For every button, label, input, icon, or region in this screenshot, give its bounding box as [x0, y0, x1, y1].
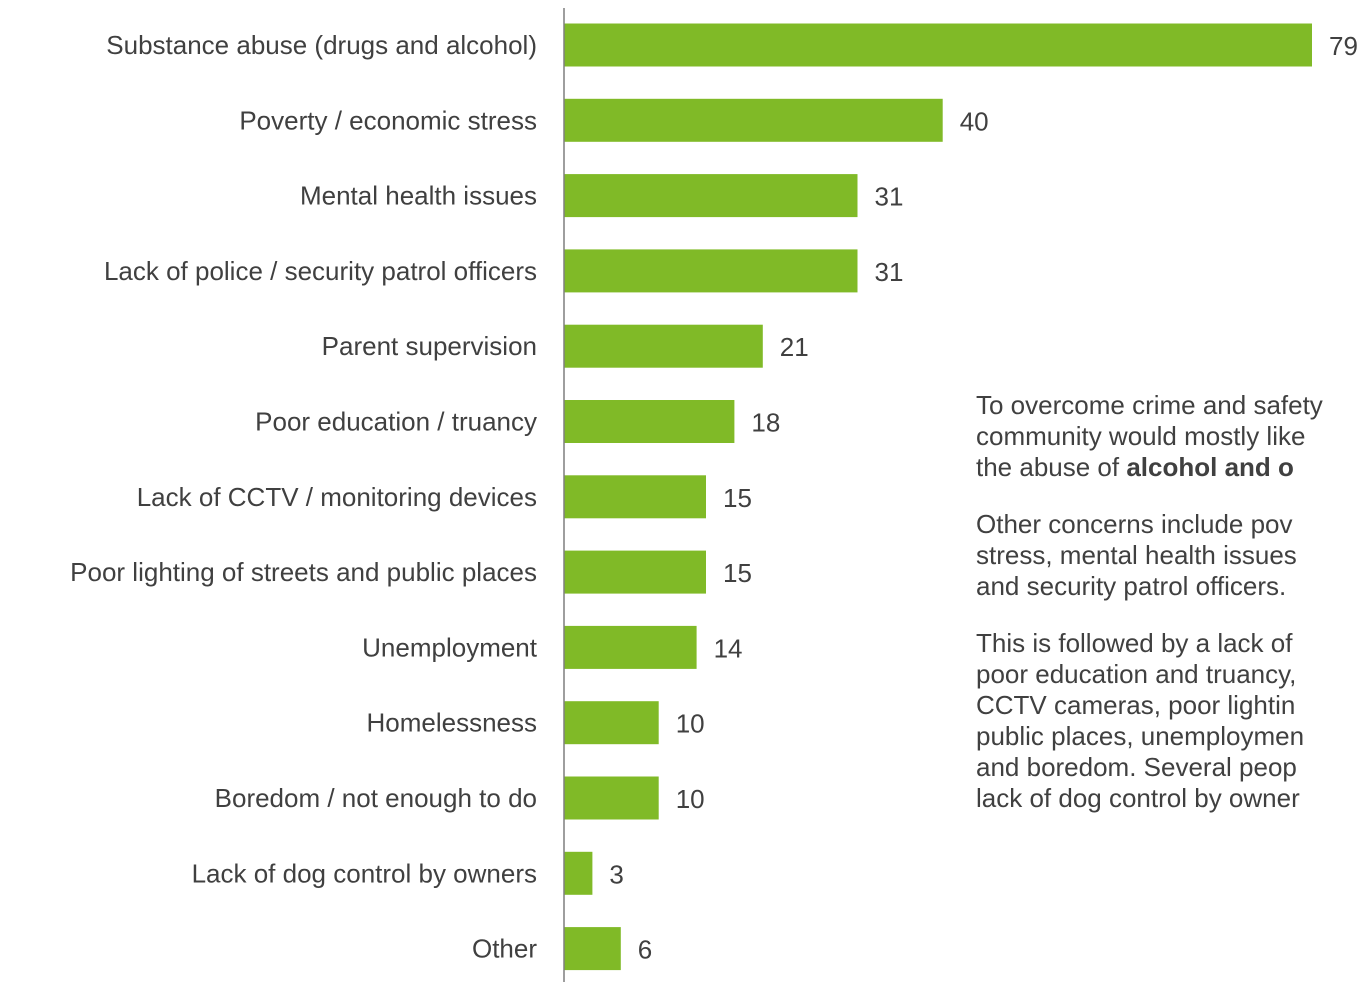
data-label: 40 — [960, 106, 989, 136]
category-label: Homelessness — [366, 708, 537, 738]
bar — [564, 324, 763, 368]
commentary-p3-line-2: poor education and truancy, — [976, 659, 1297, 689]
bar — [564, 174, 858, 218]
data-label: 31 — [875, 182, 904, 212]
category-label: Mental health issues — [300, 181, 537, 211]
category-label: Poverty / economic stress — [239, 105, 537, 135]
commentary-paragraph-3: This is followed by a lack of poor educa… — [976, 628, 1364, 814]
data-label: 3 — [609, 859, 623, 889]
bar — [564, 851, 593, 895]
commentary-p2-line-1: Other concerns include pov — [976, 509, 1293, 539]
category-label: Lack of CCTV / monitoring devices — [137, 482, 537, 512]
category-label: Poor lighting of streets and public plac… — [70, 557, 537, 587]
data-label: 10 — [676, 709, 705, 739]
commentary-p1-line-1: To overcome crime and safety — [976, 390, 1323, 420]
commentary-p1-bold: alcohol and o — [1126, 452, 1294, 482]
commentary-paragraph-2: Other concerns include pov stress, menta… — [976, 509, 1364, 602]
commentary-text: To overcome crime and safety community w… — [976, 390, 1364, 840]
commentary-p3-line-5: and boredom. Several peop — [976, 752, 1297, 782]
bars-group: Substance abuse (drugs and alcohol) 79 Pov… — [70, 23, 1358, 971]
commentary-p3-line-6: lack of dog control by owner — [976, 783, 1300, 813]
commentary-p3-line-1: This is followed by a lack of — [976, 628, 1293, 658]
bar — [564, 701, 659, 745]
data-label: 21 — [780, 332, 809, 362]
bar — [564, 475, 706, 519]
data-label: 18 — [751, 408, 780, 438]
category-label: Other — [472, 934, 537, 964]
category-label: Unemployment — [362, 632, 538, 662]
commentary-p2-line-3: and security patrol officers. — [976, 571, 1287, 601]
category-label: Parent supervision — [322, 331, 537, 361]
commentary-p3-line-3: CCTV cameras, poor lightin — [976, 690, 1296, 720]
bar — [564, 625, 697, 669]
bar — [564, 776, 659, 820]
category-label: Substance abuse (drugs and alcohol) — [106, 30, 537, 60]
bar — [564, 98, 943, 142]
category-label: Lack of police / security patrol officer… — [104, 256, 537, 286]
data-label: 6 — [638, 935, 652, 965]
commentary-p2-line-2: stress, mental health issues — [976, 540, 1297, 570]
data-label: 10 — [676, 784, 705, 814]
data-label: 15 — [723, 558, 752, 588]
category-label: Boredom / not enough to do — [215, 783, 537, 813]
bar — [564, 927, 621, 971]
bar — [564, 23, 1312, 67]
data-label: 14 — [714, 633, 743, 663]
commentary-p1-line-2: community would mostly like — [976, 421, 1306, 451]
commentary-p3-line-4: public places, unemploymen — [976, 721, 1305, 751]
data-label: 31 — [875, 257, 904, 287]
data-label: 79 — [1329, 31, 1358, 61]
bar — [564, 550, 706, 594]
category-label: Poor education / truancy — [255, 407, 537, 437]
category-label: Lack of dog control by owners — [192, 858, 537, 888]
commentary-paragraph-1: To overcome crime and safety community w… — [976, 390, 1364, 483]
data-label: 15 — [723, 483, 752, 513]
bar — [564, 400, 735, 443]
commentary-p1-line-3: the abuse of — [976, 452, 1127, 482]
bar — [564, 249, 858, 293]
